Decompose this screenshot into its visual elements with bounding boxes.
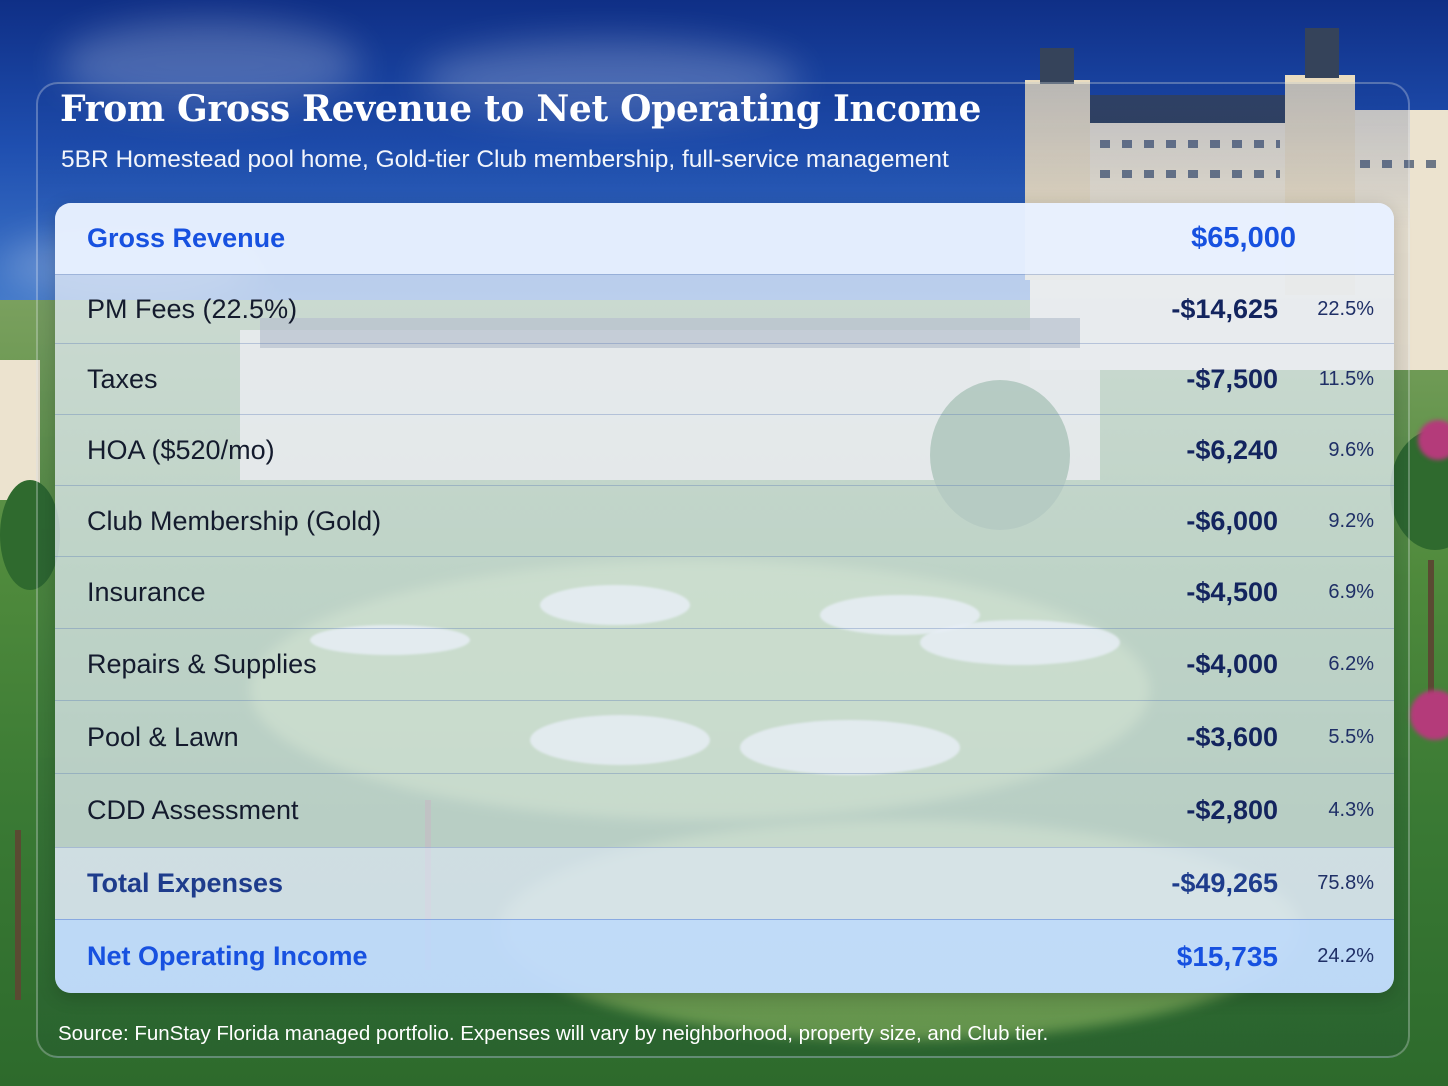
row-percent: 11.5% <box>1318 367 1374 390</box>
tree <box>0 480 60 590</box>
expense-row: PM Fees (22.5%) -$14,625 22.5% <box>55 274 1394 343</box>
row-amount: -$7,500 <box>1186 363 1278 394</box>
expense-row: Repairs & Supplies -$4,000 6.2% <box>55 628 1394 700</box>
expense-row: Club Membership (Gold) -$6,000 9.2% <box>55 485 1394 556</box>
tower-roof <box>1305 28 1339 78</box>
row-label: Club Membership (Gold) <box>87 505 382 536</box>
row-label: Pool & Lawn <box>87 721 239 752</box>
row-label: CDD Assessment <box>87 795 299 825</box>
cloud <box>420 40 800 120</box>
expense-row: CDD Assessment -$2,800 4.3% <box>55 773 1394 847</box>
row-amount: $65,000 <box>1191 222 1296 254</box>
expense-row: HOA ($520/mo) -$6,240 9.6% <box>55 414 1394 485</box>
row-amount: -$2,800 <box>1186 795 1278 825</box>
row-label: Gross Revenue <box>87 223 286 253</box>
windows <box>1100 140 1280 148</box>
row-percent: 75.8% <box>1317 872 1374 894</box>
source-note: Source: FunStay Florida managed portfoli… <box>58 1022 1049 1045</box>
row-percent: 22.5% <box>1317 297 1374 320</box>
expense-row: Insurance -$4,500 6.9% <box>55 556 1394 628</box>
row-percent: 6.9% <box>1328 581 1374 603</box>
row-label: Net Operating Income <box>87 941 368 971</box>
net-operating-income-row: Net Operating Income $15,735 24.2% <box>55 919 1394 993</box>
row-amount: -$6,000 <box>1186 505 1278 536</box>
gross-revenue-row: Gross Revenue $65,000 <box>55 203 1394 274</box>
row-label: Taxes <box>87 363 158 394</box>
windows <box>1100 170 1280 178</box>
resort-roof <box>1085 95 1285 123</box>
row-percent: 6.2% <box>1328 653 1374 675</box>
windows <box>1360 160 1440 168</box>
house <box>0 360 40 500</box>
palm-tree <box>1428 560 1434 720</box>
row-amount: -$49,265 <box>1171 868 1278 898</box>
row-label: Total Expenses <box>87 868 284 898</box>
expense-row: Taxes -$7,500 11.5% <box>55 343 1394 414</box>
total-expenses-row: Total Expenses -$49,265 75.8% <box>55 847 1394 919</box>
row-amount: -$4,000 <box>1186 649 1278 679</box>
row-label: Insurance <box>87 577 206 607</box>
row-amount: -$3,600 <box>1186 721 1278 752</box>
expense-row: Pool & Lawn -$3,600 5.5% <box>55 700 1394 773</box>
row-amount: -$14,625 <box>1171 293 1278 324</box>
income-table: Gross Revenue $65,000 PM Fees (22.5%) -$… <box>55 203 1394 993</box>
row-percent: 9.2% <box>1328 509 1374 532</box>
row-amount: -$6,240 <box>1186 434 1278 465</box>
cloud <box>60 20 360 110</box>
row-percent: 4.3% <box>1328 799 1374 821</box>
flower-bed <box>1410 690 1448 740</box>
row-percent: 5.5% <box>1328 725 1374 748</box>
tower-roof <box>1040 48 1074 84</box>
row-percent: 9.6% <box>1328 438 1374 461</box>
row-amount: $15,735 <box>1176 940 1278 972</box>
page-subtitle: 5BR Homestead pool home, Gold-tier Club … <box>61 146 949 173</box>
page-title: From Gross Revenue to Net Operating Inco… <box>60 88 982 130</box>
row-percent: 24.2% <box>1317 945 1374 967</box>
row-label: PM Fees (22.5%) <box>87 293 298 324</box>
row-label: Repairs & Supplies <box>87 649 317 679</box>
flower-bed <box>1418 420 1448 460</box>
row-label: HOA ($520/mo) <box>87 434 275 465</box>
palm-tree <box>15 830 21 1000</box>
row-amount: -$4,500 <box>1186 577 1278 607</box>
